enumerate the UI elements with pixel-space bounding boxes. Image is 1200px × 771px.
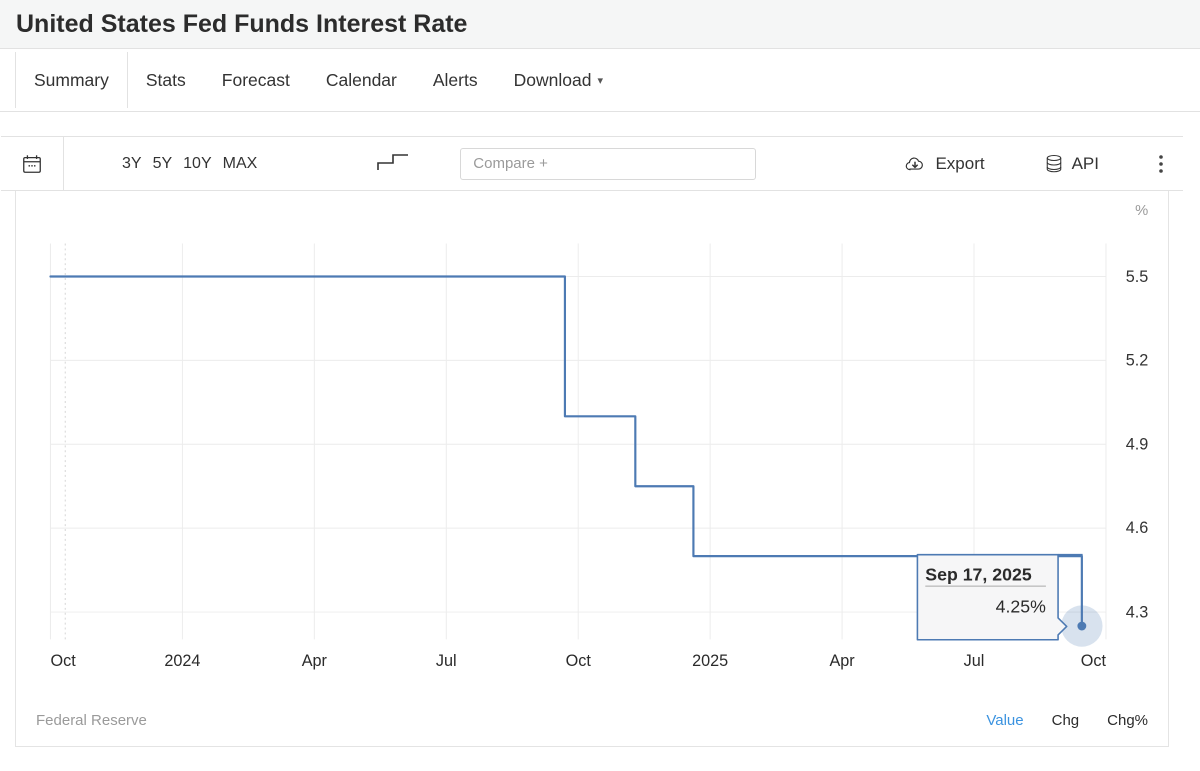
svg-text:Oct: Oct xyxy=(566,652,592,670)
svg-text:2025: 2025 xyxy=(692,652,728,670)
svg-text:Jul: Jul xyxy=(964,652,985,670)
svg-text:Apr: Apr xyxy=(829,652,855,670)
svg-text:Apr: Apr xyxy=(302,652,328,670)
svg-text:5.2: 5.2 xyxy=(1126,352,1149,370)
svg-text:4.6: 4.6 xyxy=(1126,519,1149,537)
svg-text:%: % xyxy=(1135,203,1148,219)
svg-text:4.9: 4.9 xyxy=(1126,435,1149,453)
svg-text:Oct: Oct xyxy=(1081,652,1107,670)
svg-text:5.5: 5.5 xyxy=(1126,268,1149,286)
svg-text:Jul: Jul xyxy=(436,652,457,670)
svg-text:Oct: Oct xyxy=(50,652,76,670)
svg-text:4.3: 4.3 xyxy=(1126,604,1149,622)
svg-text:2024: 2024 xyxy=(164,652,200,670)
